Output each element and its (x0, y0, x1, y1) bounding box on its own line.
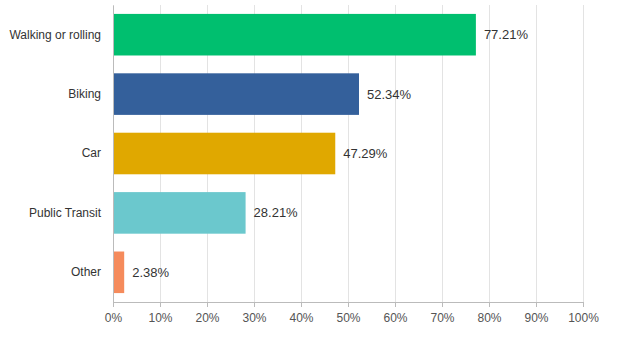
x-tick: 0% (105, 302, 123, 325)
grid-line (113, 5, 114, 302)
bars (113, 14, 476, 293)
x-tick-mark (301, 302, 302, 307)
x-tick-mark (489, 302, 490, 307)
x-tick: 40% (289, 302, 313, 325)
x-tick: 90% (524, 302, 548, 325)
y-tick-label: Biking (68, 87, 101, 101)
y-tick: Walking or rolling (9, 28, 113, 42)
x-tick-mark (442, 302, 443, 307)
y-tick-label: Walking or rolling (9, 28, 101, 42)
data-label: 28.21% (254, 205, 299, 220)
bar (113, 133, 335, 175)
x-tick-mark (395, 302, 396, 307)
y-tick-label: Other (71, 265, 101, 279)
x-axis: 0% 10% 20% 30% 40% 50% 60% 70% 80% 90% 100% (105, 302, 599, 325)
y-axis-line (113, 6, 114, 303)
x-tick-label: 40% (289, 311, 313, 325)
y-axis: Walking or rolling Biking Car Public Transi… (9, 6, 113, 303)
x-tick-mark (536, 302, 537, 307)
x-tick-mark (254, 302, 255, 307)
plot: 0% 10% 20% 30% 40% 50% 60% 70% 80% 90% 100% Walking… (9, 5, 599, 325)
x-tick: 30% (242, 302, 266, 325)
x-tick: 80% (477, 302, 501, 325)
data-label: 2.38% (132, 265, 169, 280)
bar (113, 73, 359, 115)
data-labels: 77.21% 52.34% 47.29% 28.21% 2.38% (132, 27, 528, 280)
x-tick-mark (207, 302, 208, 307)
bar (113, 192, 246, 234)
x-tick-label: 100% (568, 311, 599, 325)
x-tick: 50% (336, 302, 360, 325)
grid (113, 5, 583, 302)
x-tick-label: 50% (336, 311, 360, 325)
x-tick-label: 20% (195, 311, 219, 325)
x-tick: 60% (383, 302, 407, 325)
x-tick-label: 70% (430, 311, 454, 325)
y-tick: Biking (68, 87, 113, 101)
y-tick: Other (71, 265, 113, 279)
chart: 0% 10% 20% 30% 40% 50% 60% 70% 80% 90% 100% Walking… (0, 0, 617, 344)
x-tick-label: 80% (477, 311, 501, 325)
x-tick-label: 90% (524, 311, 548, 325)
data-label: 47.29% (343, 146, 388, 161)
x-tick: 20% (195, 302, 219, 325)
y-tick-label: Car (82, 146, 101, 160)
grid-line (489, 5, 490, 302)
y-tick-label: Public Transit (29, 206, 102, 220)
y-tick: Public Transit (29, 206, 113, 220)
x-axis-line (114, 303, 584, 308)
x-tick-mark (160, 302, 161, 307)
bar (113, 252, 124, 294)
x-tick-mark (348, 302, 349, 307)
bar (113, 14, 476, 56)
grid-line (536, 5, 537, 302)
data-label: 77.21% (484, 27, 529, 42)
x-tick-label: 10% (148, 311, 172, 325)
data-label: 52.34% (367, 87, 412, 102)
x-tick: 10% (148, 302, 172, 325)
x-tick-label: 30% (242, 311, 266, 325)
grid-line (583, 5, 584, 302)
x-tick-mark (113, 302, 114, 307)
x-tick-mark (583, 302, 584, 307)
x-tick-label: 0% (105, 311, 123, 325)
x-tick-label: 60% (383, 311, 407, 325)
y-tick: Car (82, 146, 113, 160)
x-tick: 100% (568, 302, 599, 325)
x-tick: 70% (430, 302, 454, 325)
